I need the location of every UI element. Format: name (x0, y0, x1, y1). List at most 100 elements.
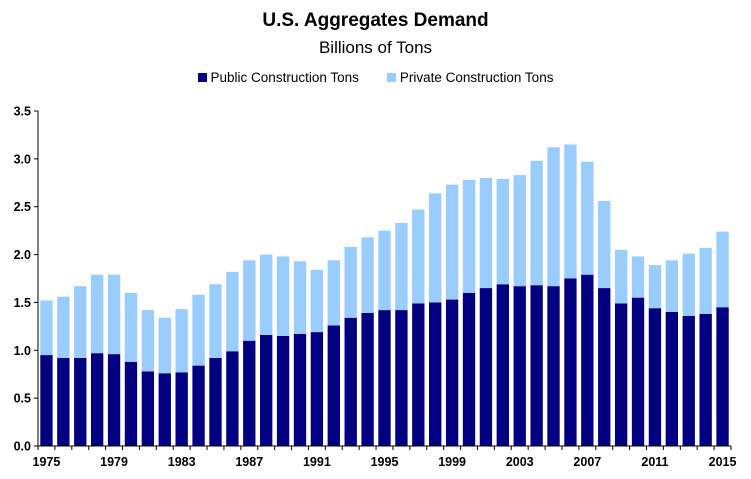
bar-public-1998 (429, 302, 442, 446)
y-tick-label-0.5: 0.5 (14, 392, 31, 406)
bar-public-1976 (57, 357, 70, 446)
bar-public-2003 (513, 286, 526, 446)
bar-public-2012 (665, 312, 679, 446)
bar-public-2015 (716, 307, 729, 446)
bar-private-1997 (412, 209, 425, 304)
bar-private-1992 (327, 260, 340, 326)
bar-private-1975 (40, 300, 53, 356)
bar-private-1983 (175, 309, 188, 373)
bar-public-2010 (631, 297, 645, 446)
bar-private-1980 (124, 292, 138, 362)
x-tick-label-2011: 2011 (641, 455, 668, 469)
x-tick-label-1975: 1975 (33, 455, 61, 469)
bar-public-1986 (226, 351, 239, 446)
chart-title: U.S. Aggregates Demand (262, 10, 489, 31)
bar-private-1984 (192, 294, 205, 366)
bar-public-1985 (209, 357, 222, 446)
bar-private-2004 (530, 160, 543, 286)
x-tick-label-1983: 1983 (168, 455, 196, 469)
bar-public-2013 (682, 315, 695, 446)
bar-private-2012 (665, 260, 679, 312)
bar-private-1991 (310, 269, 324, 333)
bar-public-1977 (74, 357, 87, 446)
x-tick-label-2015: 2015 (709, 455, 737, 469)
bar-private-2002 (496, 178, 509, 285)
legend-label-public: Public Construction Tons (210, 70, 359, 85)
bar-private-1995 (378, 230, 391, 311)
bar-public-1991 (310, 332, 324, 446)
bar-public-2000 (462, 292, 476, 446)
bar-private-2014 (699, 247, 712, 314)
bar-private-2007 (581, 161, 594, 275)
y-tick-label-3.0: 3.0 (14, 152, 31, 166)
legend-swatch-private (386, 73, 396, 82)
bar-private-2003 (513, 175, 526, 287)
bar-public-1980 (124, 361, 138, 446)
bar-public-2009 (614, 303, 628, 446)
bar-private-1979 (107, 274, 121, 355)
bar-private-2001 (479, 178, 493, 289)
chart-subtitle: Billions of Tons (318, 38, 433, 57)
bar-public-2008 (598, 288, 611, 446)
bar-private-2009 (614, 249, 628, 304)
bar-private-1999 (445, 184, 459, 300)
bar-public-1994 (361, 312, 374, 446)
bar-private-2011 (648, 265, 662, 309)
bar-private-2010 (631, 256, 645, 298)
bar-public-1990 (293, 334, 307, 446)
bar-public-2014 (699, 313, 712, 446)
bar-private-1976 (57, 296, 70, 358)
bar-private-1993 (344, 246, 357, 318)
bar-public-1975 (40, 355, 53, 446)
y-tick-label-0.0: 0.0 (14, 440, 31, 454)
y-tick-label-3.5: 3.5 (14, 105, 31, 119)
x-tick-label-1979: 1979 (100, 455, 128, 469)
bar-public-1997 (412, 303, 425, 446)
bar-public-2006 (564, 278, 577, 446)
bar-private-1985 (209, 284, 222, 358)
x-tick-label-1999: 1999 (438, 455, 466, 469)
bar-public-1978 (90, 353, 104, 446)
x-tick-label-2007: 2007 (573, 455, 601, 469)
y-tick-label-2.5: 2.5 (14, 200, 31, 214)
legend-item-public: Public Construction Tons (197, 70, 359, 85)
x-tick-label-2003: 2003 (506, 455, 534, 469)
bar-public-1979 (107, 354, 121, 446)
bar-public-1983 (175, 372, 188, 446)
bar-public-2002 (496, 284, 509, 446)
bar-public-2004 (530, 285, 543, 446)
bar-private-1988 (260, 254, 273, 335)
bar-public-1987 (243, 340, 256, 446)
bar-private-1981 (141, 310, 155, 372)
bar-private-1986 (226, 271, 239, 352)
bar-private-1990 (293, 261, 307, 335)
bar-public-1999 (445, 299, 459, 446)
bar-private-1982 (158, 317, 171, 374)
x-tick-label-1987: 1987 (235, 455, 263, 469)
bar-private-1996 (395, 222, 408, 311)
bar-public-1981 (141, 371, 155, 446)
bar-private-2006 (564, 144, 577, 279)
bar-public-2001 (479, 288, 493, 446)
legend-label-private: Private Construction Tons (399, 70, 554, 85)
y-tick-label-1.5: 1.5 (14, 296, 31, 310)
bar-public-1992 (327, 325, 340, 446)
bar-private-2013 (682, 253, 695, 316)
bar-public-1982 (158, 373, 171, 446)
bar-private-2015 (716, 231, 729, 308)
bar-public-1984 (192, 365, 205, 446)
x-tick-label-1991: 1991 (303, 455, 331, 469)
bar-private-2008 (598, 200, 611, 289)
bar-public-1996 (395, 310, 408, 446)
bar-public-2007 (581, 274, 594, 446)
bar-private-1978 (90, 274, 104, 354)
bar-public-2011 (648, 308, 662, 446)
x-tick-label-1995: 1995 (371, 455, 399, 469)
bar-private-1977 (74, 286, 87, 358)
bar-public-1995 (378, 310, 391, 446)
bar-private-1987 (243, 260, 256, 341)
legend-swatch-public (197, 73, 207, 82)
bar-private-2000 (462, 179, 476, 293)
